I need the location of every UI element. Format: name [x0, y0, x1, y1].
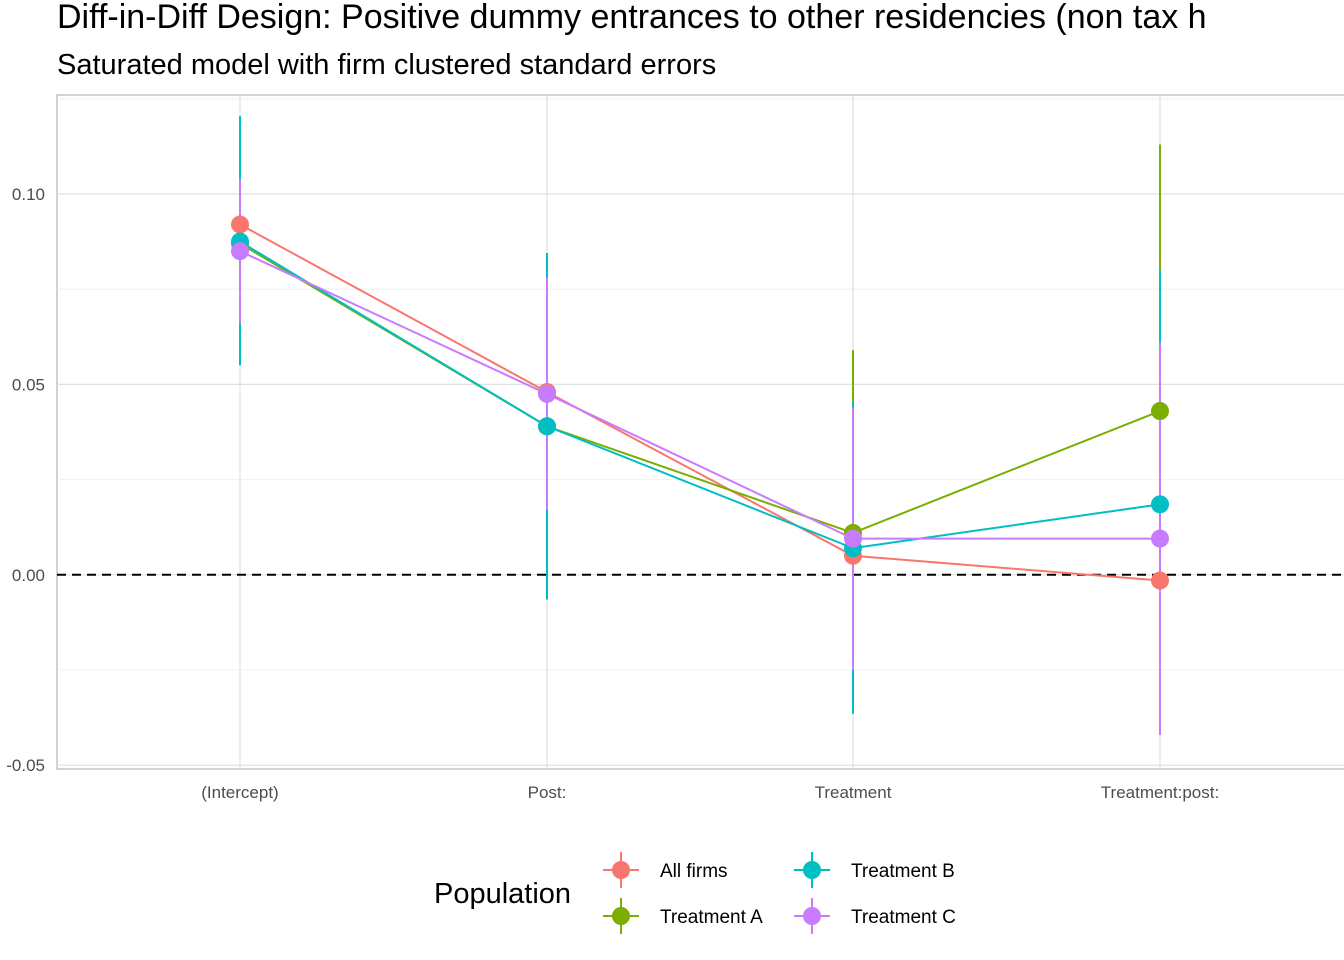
series-line-treatment-a	[239, 242, 1161, 534]
series-line-treatment-c	[239, 250, 1160, 540]
series-lines	[239, 223, 1161, 582]
error-bars	[239, 115, 1161, 735]
data-point	[231, 242, 249, 261]
gridlines	[57, 95, 1344, 769]
series-line-treatment-b	[239, 240, 1161, 550]
data-point	[1151, 402, 1169, 421]
legend: Population All firms Treatment A Treatment…	[434, 852, 956, 934]
chart-title: Diff-in-Diff Design: Positive dummy entr…	[57, 0, 1207, 36]
chart-subtitle: Saturated model with firm clustered stan…	[57, 49, 716, 81]
legend-item: Treatment B	[794, 852, 955, 888]
legend-label: Treatment B	[851, 861, 955, 882]
x-tick-label: Post:	[528, 783, 567, 802]
data-point	[1151, 495, 1169, 514]
data-point	[1151, 571, 1169, 590]
plot-panel	[56, 94, 1344, 770]
y-tick-label: 0.05	[12, 375, 45, 394]
data-point	[538, 384, 556, 403]
data-point	[1151, 529, 1169, 548]
legend-label: All firms	[660, 861, 728, 882]
data-point	[844, 529, 862, 548]
legend-item: All firms	[603, 852, 728, 888]
data-points	[231, 215, 1169, 590]
legend-key-point	[803, 907, 821, 925]
legend-title: Population	[434, 878, 571, 910]
legend-key-point	[612, 861, 630, 879]
legend-item: Treatment C	[794, 898, 956, 934]
series-line-all-firms	[239, 223, 1161, 582]
y-tick-label: 0.00	[12, 566, 45, 585]
data-point	[538, 417, 556, 436]
legend-item: Treatment A	[603, 898, 763, 934]
legend-key-point	[612, 907, 630, 925]
x-axis-ticks: (Intercept) Post: Treatment Treatment:post:	[201, 783, 1219, 802]
data-point	[231, 215, 249, 234]
y-tick-label: -0.05	[6, 756, 45, 775]
x-tick-label: Treatment	[815, 783, 892, 802]
legend-label: Treatment A	[660, 907, 763, 928]
y-axis-ticks: -0.05 0.00 0.05 0.10	[6, 185, 45, 775]
legend-label: Treatment C	[851, 907, 956, 928]
y-tick-label: 0.10	[12, 185, 45, 204]
x-tick-label: Treatment:post:	[1101, 783, 1219, 802]
legend-key-point	[803, 861, 821, 879]
x-tick-label: (Intercept)	[201, 783, 278, 802]
